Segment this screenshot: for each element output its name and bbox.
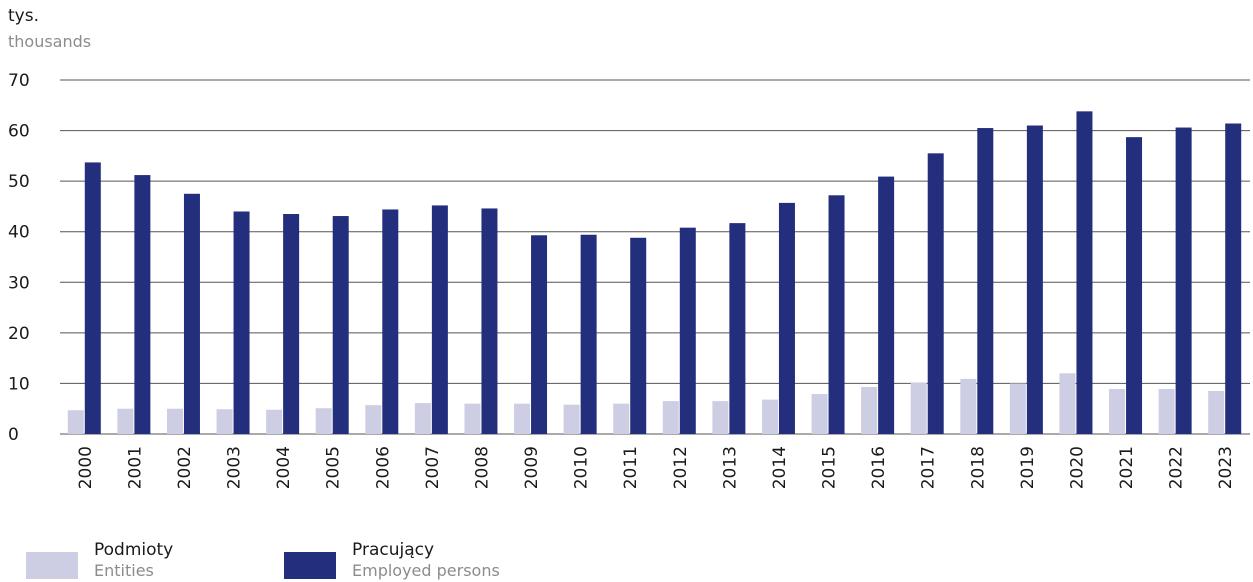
y-tick-label: 50 (8, 172, 30, 192)
bar-entities-2001 (117, 408, 134, 434)
x-tick-label: 2005 (324, 446, 344, 489)
bar-entities-2018 (960, 378, 977, 434)
bar-employed-2007 (431, 205, 448, 434)
x-tick-label: 2010 (572, 446, 592, 489)
bar-chart: 0 10 20 30 40 50 60 70 2000 2001 2002 2003 2004 2005 2… (8, 71, 1250, 489)
bar-entities-2013 (712, 401, 729, 434)
x-tick-label: 2004 (274, 446, 294, 489)
bar-employed-2009 (531, 235, 548, 434)
bar-entities-2005 (315, 408, 332, 434)
x-tick-label: 2008 (472, 446, 492, 489)
bar-employed-2020 (1076, 111, 1093, 435)
bar-entities-2022 (1158, 388, 1175, 434)
bar-entities-2017 (910, 382, 927, 434)
bar-entities-2014 (761, 399, 778, 434)
x-tick-label: 2006 (373, 446, 393, 489)
bar-entities-2011 (613, 403, 630, 434)
y-tick-label: 10 (8, 374, 30, 394)
bar-employed-2004 (283, 214, 300, 434)
x-tick-label: 2019 (1018, 446, 1038, 489)
legend-label-entities: Podmioty (94, 540, 174, 560)
bar-entities-2020 (1059, 373, 1076, 434)
bar-employed-2001 (134, 175, 151, 434)
bar-entities-2007 (414, 403, 431, 434)
bar-employed-2010 (580, 234, 597, 434)
bar-employed-2013 (729, 223, 746, 434)
bar-entities-2004 (266, 409, 283, 434)
bar-employed-2002 (183, 193, 200, 434)
bar-employed-2003 (233, 211, 250, 434)
bar-entities-2002 (166, 408, 183, 434)
x-tick-label: 2011 (621, 446, 641, 489)
y-tick-label: 0 (8, 425, 19, 445)
bar-employed-2017 (927, 153, 944, 435)
bar-employed-2021 (1126, 137, 1143, 434)
x-tick-label: 2022 (1167, 446, 1187, 489)
y-tick-label: 40 (8, 223, 30, 243)
x-tick-label: 2016 (869, 446, 889, 489)
x-tick-label: 2023 (1216, 446, 1236, 489)
legend-sublabel-employed: Employed persons (352, 561, 500, 580)
x-tick-label: 2017 (919, 446, 939, 489)
bar-employed-2016 (878, 176, 895, 434)
y-tick-label: 30 (8, 273, 30, 293)
bar-employed-2023 (1225, 123, 1242, 435)
bar-entities-2010 (563, 404, 580, 434)
bar-entities-2000 (67, 410, 84, 434)
bar-employed-2011 (630, 237, 647, 434)
x-tick-label: 2014 (770, 446, 790, 489)
bar-employed-2014 (778, 202, 795, 434)
bar-entities-2009 (514, 403, 531, 434)
x-tick-label: 2002 (175, 446, 195, 489)
bar-entities-2006 (365, 405, 382, 434)
x-tick-label: 2020 (1067, 446, 1087, 489)
bar-entities-2008 (464, 403, 481, 434)
bar-entities-2019 (1009, 383, 1026, 434)
y-tick-label: 20 (8, 324, 30, 344)
x-tick-label: 2018 (968, 446, 988, 489)
y-unit-label-english: thousands (8, 32, 92, 51)
y-tick-label: 70 (8, 71, 30, 91)
bar-employed-2012 (679, 227, 696, 434)
x-tick-label: 2003 (225, 446, 245, 489)
y-unit-label: tys. (8, 6, 39, 26)
bar-entities-2003 (216, 409, 233, 434)
x-tick-label: 2013 (720, 446, 740, 489)
bar-entities-2021 (1109, 388, 1126, 434)
x-tick-label: 2000 (76, 446, 96, 489)
x-tick-label: 2009 (522, 446, 542, 489)
bar-entities-2015 (811, 394, 828, 434)
x-tick-label: 2001 (125, 446, 145, 489)
bar-employed-2015 (828, 195, 845, 434)
bar-employed-2008 (481, 208, 498, 434)
legend-sublabel-entities: Entities (94, 561, 154, 580)
bar-entities-2016 (861, 386, 878, 434)
bar-entities-2012 (662, 401, 679, 434)
legend-swatch-employed (284, 552, 336, 579)
x-tick-label: 2007 (423, 446, 443, 489)
legend-label-employed: Pracujący (352, 540, 435, 560)
legend-swatch-entities (26, 552, 78, 579)
bar-employed-2006 (382, 209, 399, 434)
bar-entities-2023 (1208, 391, 1225, 434)
y-tick-label: 60 (8, 122, 30, 142)
bar-employed-2005 (332, 216, 349, 434)
bar-employed-2022 (1175, 127, 1192, 434)
bar-employed-2019 (1026, 125, 1043, 434)
x-tick-label: 2012 (671, 446, 691, 489)
bar-employed-2000 (84, 162, 101, 434)
bar-employed-2018 (977, 128, 994, 435)
x-tick-label: 2015 (820, 446, 840, 489)
x-tick-label: 2021 (1117, 446, 1137, 489)
